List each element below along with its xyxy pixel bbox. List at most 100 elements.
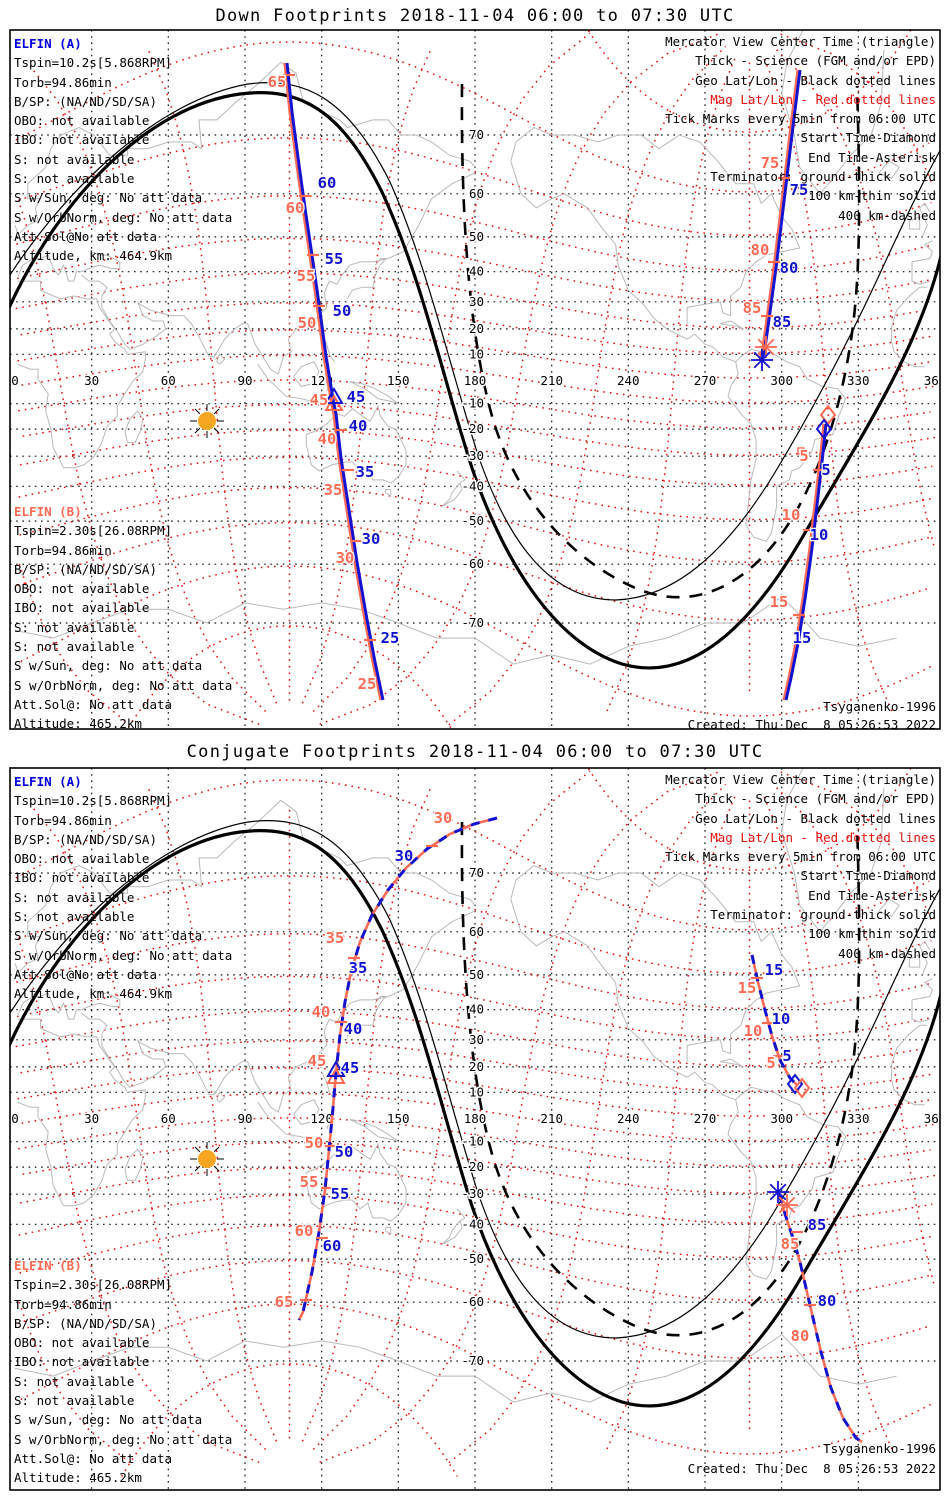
legend-line: Mag Lat/Lon - Red dotted lines [710, 829, 936, 845]
legend-line: Mercator View Center Time (triangle) [665, 772, 936, 787]
legend-line: 400 km-dashed [838, 207, 936, 223]
time-tick-label: 15 [738, 979, 757, 997]
time-tick-label: 30 [362, 530, 381, 548]
time-tick-label: 60 [323, 1237, 342, 1255]
spacecraft-name: ELFIN (A) [14, 774, 82, 789]
spacecraft-info-line: Att.Sol@No att data [14, 228, 157, 244]
triangle-marker-icon [326, 1059, 346, 1077]
elfin-b-info-panel2: ELFIN (B) Tspin=2.30s[26.08RPM] Torb=94.86… [14, 1256, 232, 1488]
legend-line: Mag Lat/Lon - Red dotted lines [710, 91, 936, 107]
track-down-track-center: 65 60 60 55 55 50 50 45 45 40 40 35 35 30 30 25 25 [266, 62, 401, 701]
time-tick-label: 10 [810, 526, 829, 544]
spacecraft-info-line: B/SP: (NA/ND/SD/SA) [14, 831, 157, 847]
spacecraft-info-line: Altitude, km: 464.9km [14, 986, 173, 1002]
spacecraft-info-line: Torb=94.86min [14, 74, 112, 90]
legend-line: 400 km-dashed [838, 945, 936, 961]
spacecraft-info-line: S: not available [14, 889, 135, 905]
time-tick-label: 35 [349, 959, 368, 977]
elfin-a-info-panel2: ELFIN (A) Tspin=10.2s[5.868RPM] Torb=94.86… [14, 772, 232, 1004]
time-tick-label: 15 [765, 961, 784, 979]
spacecraft-info-line: Tspin=10.2s[5.868RPM] [14, 55, 173, 71]
diamond-marker-icon [815, 418, 833, 440]
time-tick-label: 5 [782, 1047, 791, 1065]
time-tick-label: 50 [305, 1134, 324, 1152]
spacecraft-info-line: S w/Sun, deg: No att data [14, 1412, 203, 1428]
spacecraft-info-line: Altitude: 465.2km [14, 716, 142, 732]
legend-panel2: Mercator View Center Time (triangle) Thic… [665, 770, 936, 963]
time-tick-label: 30 [395, 847, 414, 865]
time-tick-label: 60 [295, 1222, 314, 1240]
time-tick-label: 50 [333, 302, 352, 320]
time-tick-label: 25 [358, 675, 377, 693]
spacecraft-info-line: S w/OrbNorm, deg: No att data [14, 947, 233, 963]
panel-border [9, 767, 941, 1491]
spacecraft-info-line: S: not available [14, 909, 135, 925]
created-timestamp-panel2: Created: Thu Dec 8 05:26:53 2022 [687, 1461, 936, 1476]
time-tick-label: 30 [434, 809, 453, 827]
time-tick-label: 45 [310, 391, 329, 409]
time-tick-label: 25 [381, 629, 400, 647]
spacecraft-info-line: B/SP: (NA/ND/SD/SA) [14, 561, 157, 577]
spacecraft-info-line: IBO: not available [14, 132, 150, 148]
spacecraft-name: ELFIN (B) [14, 1258, 82, 1273]
time-tick-label: 40 [349, 417, 368, 435]
asterisk-marker-icon [755, 336, 777, 358]
time-tick-label: 40 [318, 430, 337, 448]
spacecraft-info-line: IBO: not available [14, 600, 150, 616]
spacecraft-info-line: B/SP: (NA/ND/SD/SA) [14, 93, 157, 109]
time-tick-label: 10 [782, 506, 801, 524]
spacecraft-info-line: S: not available [14, 151, 135, 167]
time-tick-label: 40 [312, 1003, 331, 1021]
asterisk-marker-icon [751, 349, 773, 371]
legend-line: Tick Marks every 5min from 06:00 UTC [665, 849, 936, 865]
spacecraft-info-line: OBO: not available [14, 851, 150, 867]
time-tick-label: 55 [325, 250, 344, 268]
spacecraft-info-line: Att.Sol@No att data [14, 966, 157, 982]
time-tick-label: 85 [781, 1235, 800, 1253]
asterisk-marker-icon [776, 1194, 798, 1216]
legend-panel1: Mercator View Center Time (triangle) Thic… [665, 32, 936, 225]
created-timestamp-panel1: Created: Thu Dec 8 05:26:53 2022 [687, 717, 936, 732]
spacecraft-info-line: S w/Sun, deg: No att data [14, 190, 203, 206]
spacecraft-info-line: Tspin=2.30s[26.08RPM] [14, 523, 173, 539]
legend-line: Mercator View Center Time (triangle) [665, 34, 936, 49]
legend-line: Start Time-Diamond [800, 868, 936, 884]
model-credit-panel1: Tsyganenko-1996 [823, 699, 936, 714]
smallsq-marker-icon [797, 447, 805, 455]
spacecraft-info-line: S w/OrbNorm, deg: No att data [14, 1431, 233, 1447]
time-tick-label: 80 [818, 1292, 837, 1310]
legend-line: Terminator: ground-thick solid [710, 169, 936, 185]
spacecraft-info-line: IBO: not available [14, 870, 150, 886]
panel-border [9, 29, 941, 730]
spacecraft-info-line: OBO: not available [14, 1335, 150, 1351]
spacecraft-info-line: S: not available [14, 619, 135, 635]
spacecraft-info-line: Torb=94.86min [14, 542, 112, 558]
spacecraft-info-line: OBO: not available [14, 113, 150, 129]
spacecraft-info-line: Att.Sol@: No att data [14, 1450, 173, 1466]
time-tick-label: 55 [331, 1185, 350, 1203]
time-tick-label: 50 [335, 1143, 354, 1161]
spacecraft-name: ELFIN (B) [14, 504, 82, 519]
time-tick-label: 30 [336, 549, 355, 567]
spacecraft-info-line: OBO: not available [14, 581, 150, 597]
legend-line: Start Time-Diamond [800, 130, 936, 146]
spacecraft-info-line: Att.Sol@: No att data [14, 696, 173, 712]
spacecraft-info-line: S: not available [14, 1393, 135, 1409]
time-tick-label: 45 [347, 388, 366, 406]
time-tick-label: 75 [761, 154, 780, 172]
time-tick-label: 75 [790, 181, 809, 199]
time-tick-label: 35 [326, 929, 345, 947]
spacecraft-info-line: S w/Sun, deg: No att data [14, 928, 203, 944]
time-tick-label: 80 [780, 259, 799, 277]
legend-line: Thick - Science (FGM and/or EPD) [695, 53, 936, 69]
legend-line: 100 km-thin solid [808, 188, 936, 204]
spacecraft-info-line: S w/OrbNorm, deg: No att data [14, 209, 233, 225]
legend-line: End Time-Asterisk [808, 149, 936, 165]
spacecraft-info-line: S: not available [14, 639, 135, 655]
time-tick-label: 5 [799, 447, 808, 465]
time-tick-label: 10 [772, 1010, 791, 1028]
